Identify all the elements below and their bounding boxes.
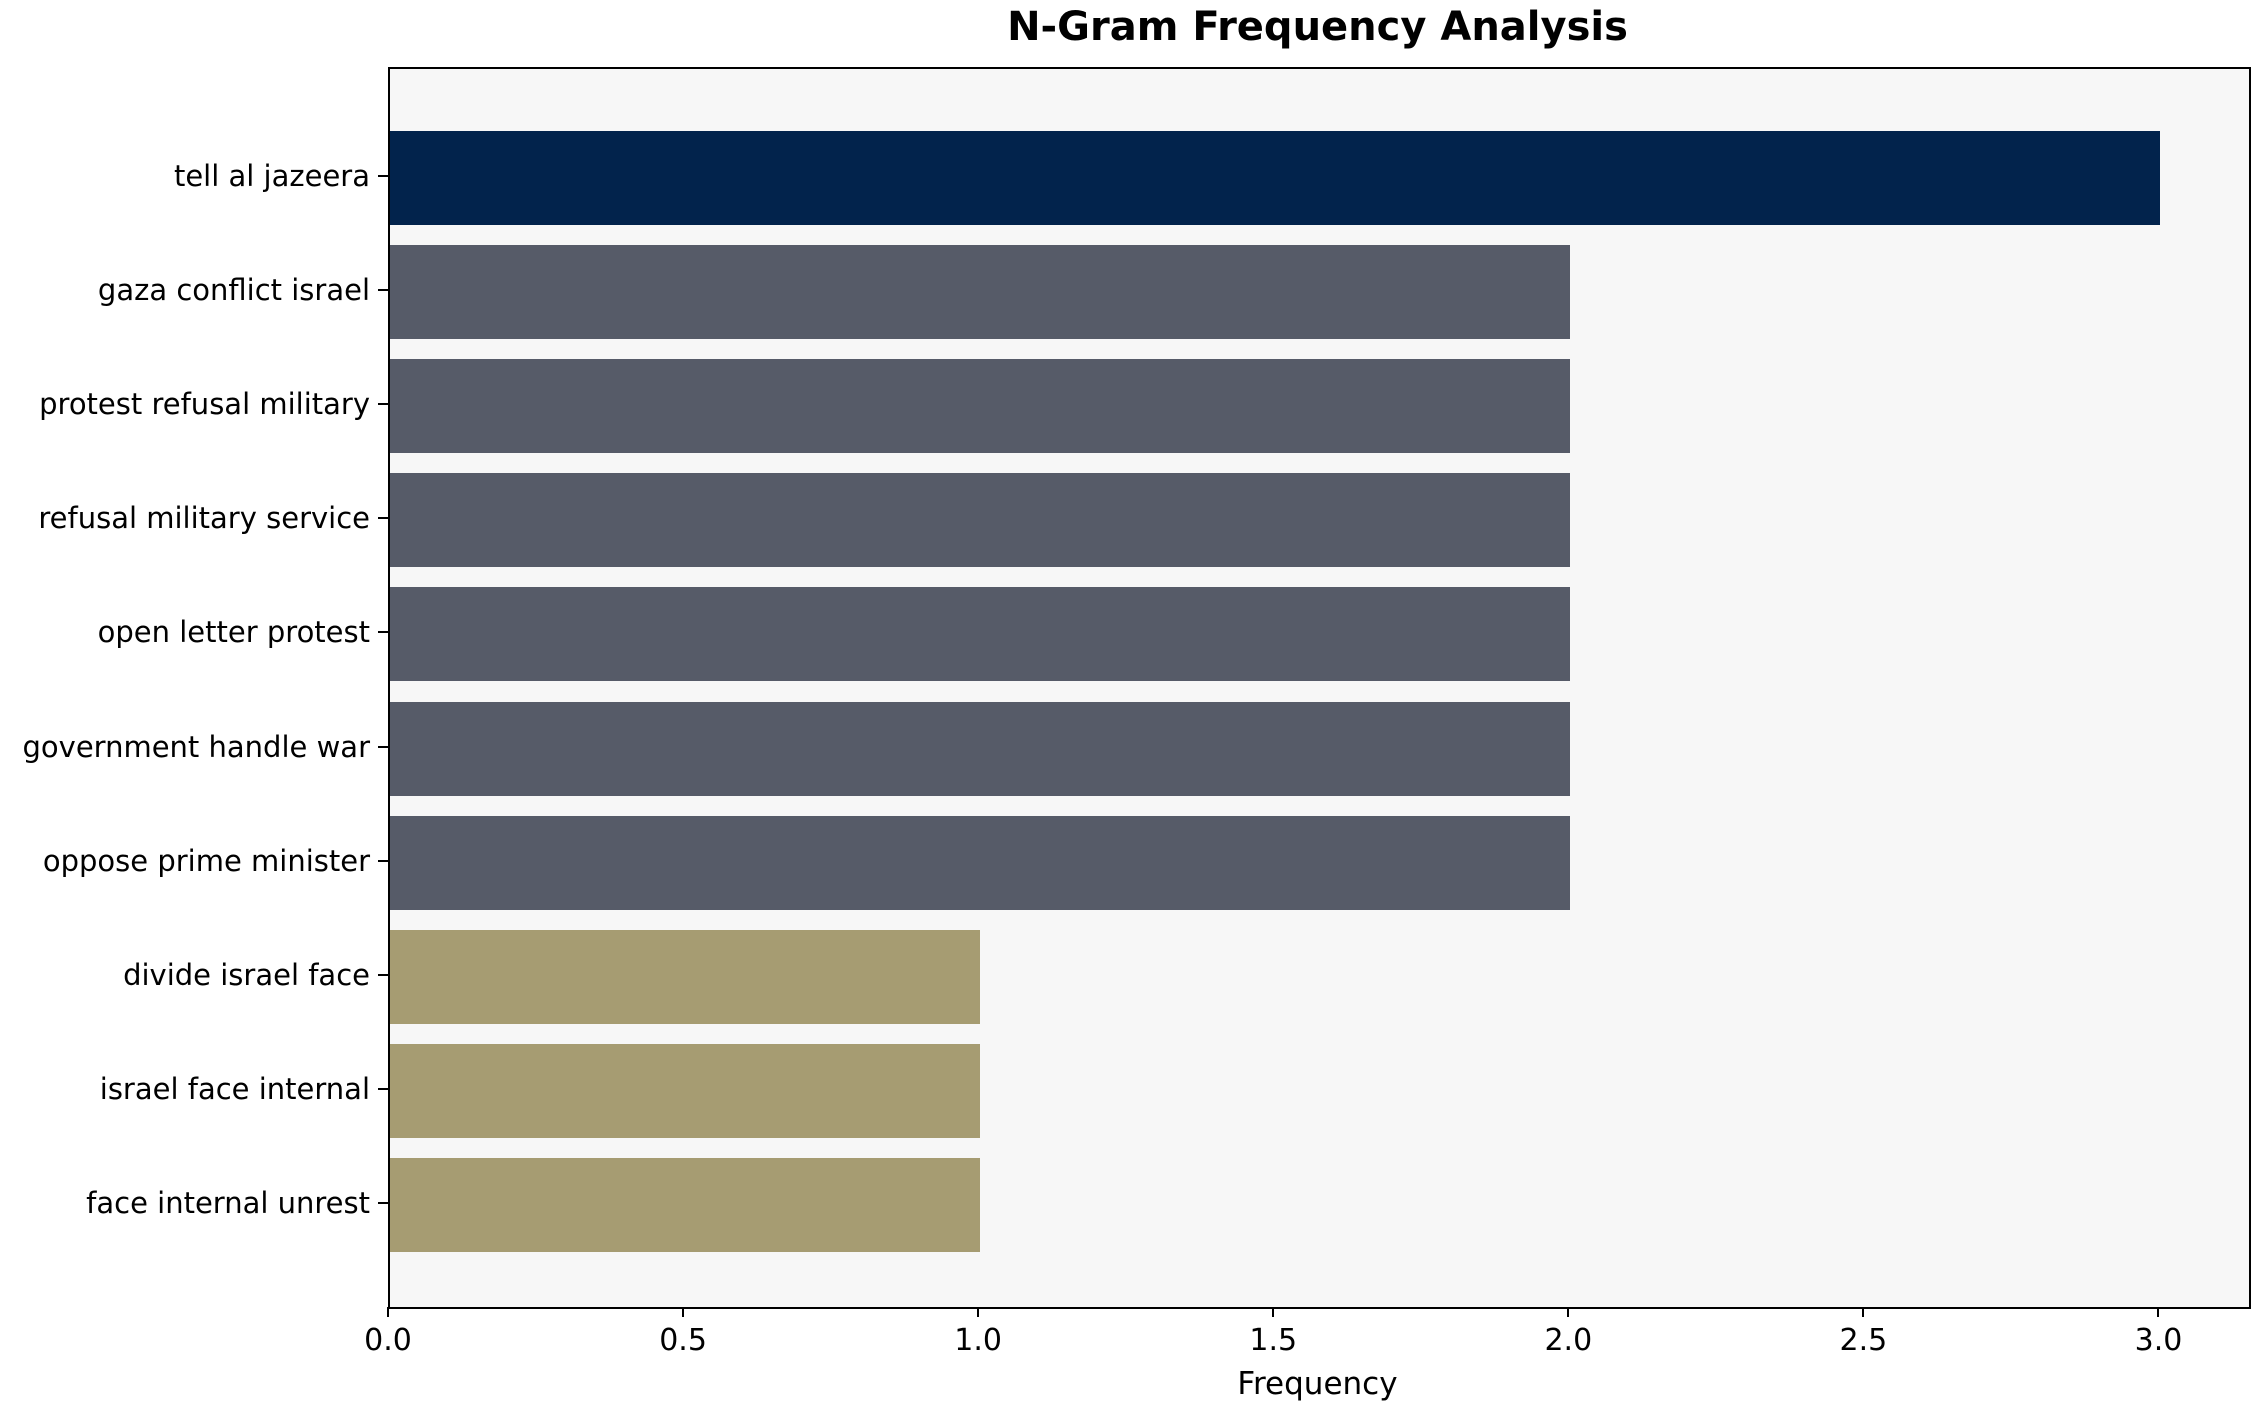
x-tick-label: 0.0: [364, 1323, 412, 1358]
y-tick-mark: [378, 1201, 388, 1204]
bar: [390, 245, 1571, 340]
y-tick-label: gaza conflict israel: [97, 273, 370, 308]
x-tick-label: 3.0: [2134, 1323, 2183, 1358]
chart-title: N-Gram Frequency Analysis: [1007, 4, 1628, 50]
y-tick-label: open letter protest: [97, 615, 370, 650]
x-tick-label: 2.5: [1839, 1323, 1888, 1358]
x-tick-mark: [1272, 1307, 1275, 1317]
bar: [390, 929, 981, 1024]
y-tick-mark: [378, 403, 388, 406]
bar: [390, 587, 1571, 682]
y-tick-mark: [378, 631, 388, 634]
bar: [390, 1157, 981, 1252]
x-tick-mark: [1567, 1307, 1570, 1317]
y-tick-label: oppose prime minister: [42, 843, 370, 878]
bar: [390, 815, 1571, 910]
x-tick-label: 0.5: [659, 1323, 707, 1358]
x-tick-mark: [682, 1307, 685, 1317]
x-axis-label: Frequency: [1237, 1366, 1398, 1402]
y-tick-mark: [378, 745, 388, 748]
y-tick-mark: [378, 289, 388, 292]
bar: [390, 1043, 981, 1138]
y-tick-mark: [378, 517, 388, 520]
y-tick-label: divide israel face: [123, 957, 370, 992]
y-tick-label: government handle war: [22, 729, 370, 764]
y-tick-mark: [378, 973, 388, 976]
bar: [390, 473, 1571, 568]
y-tick-label: tell al jazeera: [173, 159, 370, 193]
x-tick-mark: [2157, 1307, 2160, 1317]
y-tick-label: protest refusal military: [39, 387, 370, 422]
bar: [390, 131, 2161, 225]
plot-area: [388, 67, 2251, 1309]
y-tick-label: refusal military service: [38, 501, 370, 536]
x-tick-mark: [387, 1307, 389, 1317]
y-tick-label: face internal unrest: [86, 1185, 370, 1220]
y-tick-label: israel face internal: [99, 1071, 370, 1106]
x-tick-mark: [977, 1307, 980, 1317]
y-tick-mark: [378, 1087, 388, 1090]
x-tick-label: 1.0: [954, 1323, 1003, 1358]
bar: [390, 701, 1571, 796]
x-tick-mark: [1862, 1307, 1865, 1317]
y-tick-mark: [378, 859, 388, 862]
x-tick-label: 2.0: [1544, 1323, 1593, 1358]
x-tick-label: 1.5: [1249, 1323, 1298, 1358]
bar: [390, 359, 1571, 454]
y-tick-mark: [378, 175, 388, 177]
